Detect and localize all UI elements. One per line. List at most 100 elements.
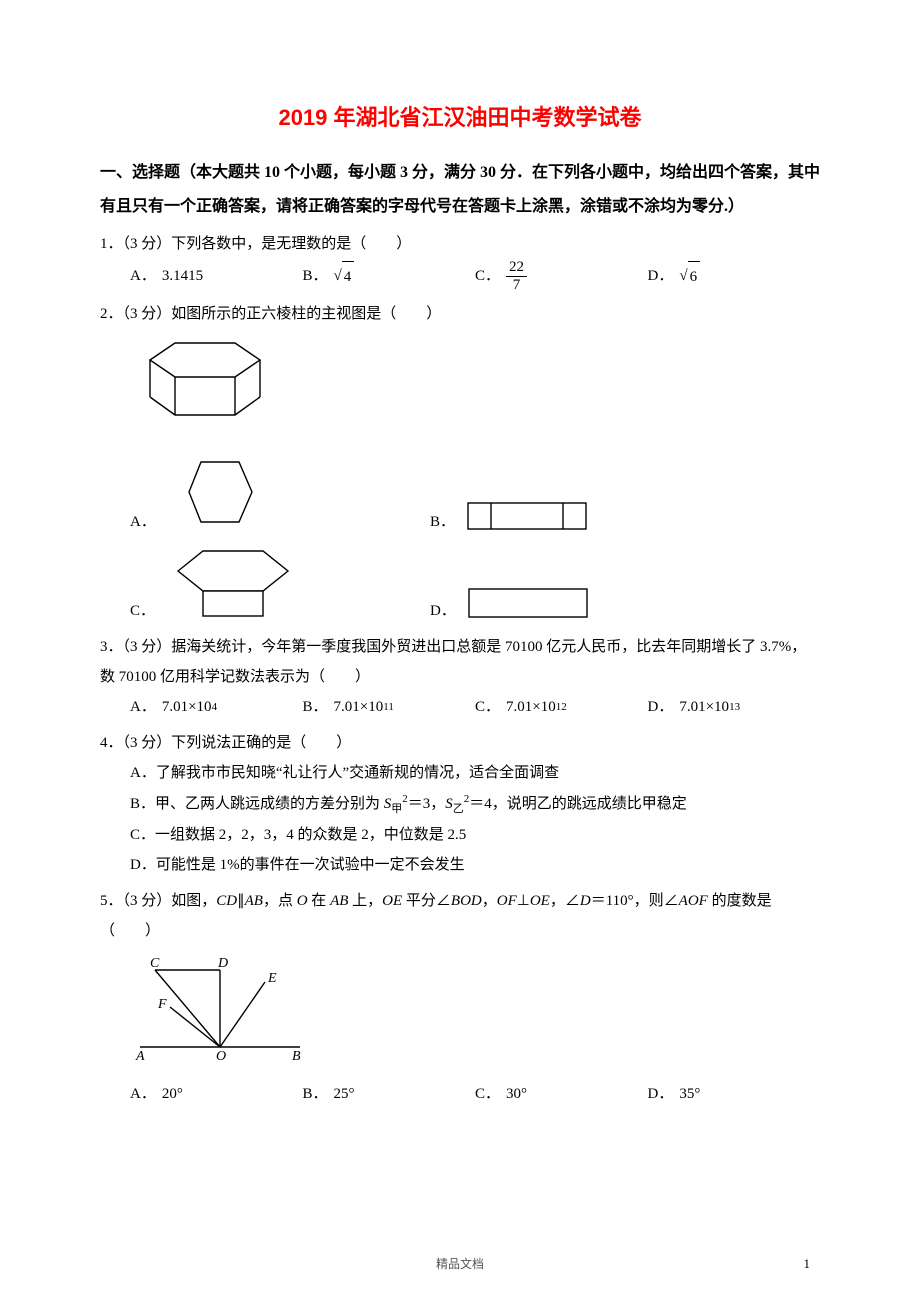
q5-perp: ⊥ — [517, 893, 530, 909]
q3-c-label: C． — [475, 692, 500, 722]
q3-b-base: 7.01×10 — [334, 692, 384, 722]
q5-par: ∥ — [237, 893, 245, 909]
q2-option-d: D． — [430, 581, 730, 626]
q1-options: A． 3.1415 B． 4 C． 22 7 D． 6 — [100, 259, 820, 293]
q5-cd: CD — [216, 893, 237, 909]
label-a: A — [135, 1049, 145, 1062]
q3-option-c: C． 7.01×1012 — [475, 692, 648, 722]
q2-option-a: A． — [130, 447, 430, 537]
q1-b-value: 4 — [342, 261, 355, 292]
q2-option-c: C． — [130, 541, 430, 626]
q5-c1: ， — [482, 893, 497, 909]
q5-d-value: 35° — [679, 1079, 700, 1109]
q3-d-base: 7.01×10 — [679, 692, 729, 722]
three-panel-rect-icon — [463, 497, 593, 537]
q3-option-b: B． 7.01×1011 — [303, 692, 476, 722]
q1-option-d: D． 6 — [648, 261, 821, 292]
q5-ab: AB — [245, 893, 263, 909]
q1-d-label: D． — [648, 261, 674, 291]
q3-a-label: A． — [130, 692, 156, 722]
q1-option-c: C． 22 7 — [475, 259, 648, 293]
exam-title: 2019 年湖北省江汉油田中考数学试卷 — [100, 100, 820, 132]
q5-text: 5．（3 分）如图，CD∥AB，点 O 在 AB 上，OE 平分∠BOD，OF⊥… — [100, 886, 820, 946]
q3-d-exp: 13 — [729, 696, 740, 718]
question-4: 4．（3 分）下列说法正确的是（ ） A．了解我市市民知晓“礼让行人”交通新规的… — [100, 728, 820, 880]
q5-pre: 5．（3 分）如图， — [100, 893, 216, 909]
hexagon-icon — [164, 447, 264, 537]
q5-pf: 平分∠ — [402, 893, 451, 909]
q2-b-label: B． — [430, 507, 455, 537]
q5-oe: OE — [382, 893, 402, 909]
q1-a-value: 3.1415 — [162, 261, 203, 291]
q5-eq: ＝110°，则∠ — [591, 893, 679, 909]
q5-ab2: AB — [330, 893, 348, 909]
q5-c-value: 30° — [506, 1079, 527, 1109]
footer-text: 精品文档 — [0, 1255, 920, 1272]
q3-option-d: D． 7.01×1013 — [648, 692, 821, 722]
section-header: 一、选择题（本大题共 10 个小题，每小题 3 分，满分 30 分．在下列各小题… — [100, 156, 820, 223]
q4-option-b: B．甲、乙两人跳远成绩的方差分别为 S甲2＝3，S乙2＝4，说明乙的跳远成绩比甲… — [100, 788, 820, 820]
q4-b-mid2: ＝4，说明乙的跳远成绩比甲稳定 — [469, 796, 687, 812]
q5-b-label: B． — [303, 1079, 328, 1109]
q5-options: A． 20° B． 25° C． 30° D． 35° — [100, 1079, 820, 1109]
hexagonal-prism-icon — [130, 335, 280, 430]
q5-up: 上， — [348, 893, 382, 909]
question-1: 1．（3 分）下列各数中，是无理数的是（ ） A． 3.1415 B． 4 C．… — [100, 229, 820, 293]
q2-prism-figure — [100, 335, 820, 441]
q4-b-pre: B．甲、乙两人跳远成绩的方差分别为 — [130, 796, 384, 812]
sqrt-icon — [679, 261, 685, 291]
question-3: 3．（3 分）据海关统计，今年第一季度我国外贸进出口总额是 70100 亿元人民… — [100, 632, 820, 722]
q2-d-label: D． — [430, 596, 456, 626]
label-c: C — [150, 956, 160, 971]
q2-text: 2．（3 分）如图所示的正六棱柱的主视图是（ ） — [100, 299, 820, 329]
q1-c-fraction: 22 7 — [506, 259, 527, 293]
q1-a-label: A． — [130, 261, 156, 291]
label-d: D — [217, 956, 228, 971]
q1-c-den: 7 — [510, 277, 524, 294]
q3-b-exp: 11 — [383, 696, 394, 718]
label-f: F — [157, 997, 167, 1012]
q1-c-label: C． — [475, 261, 500, 291]
q5-c-label: C． — [475, 1079, 500, 1109]
q5-aof: AOF — [679, 893, 708, 909]
exam-page: 2019 年湖北省江汉油田中考数学试卷 一、选择题（本大题共 10 个小题，每小… — [0, 0, 920, 1302]
q5-oe2: OE — [530, 893, 550, 909]
q4-b-s2: S — [445, 796, 453, 812]
q4-text: 4．（3 分）下列说法正确的是（ ） — [100, 728, 820, 758]
angle-diagram-icon: C D E F A O B — [130, 952, 310, 1062]
q3-b-label: B． — [303, 692, 328, 722]
q5-d-label: D． — [648, 1079, 674, 1109]
q1-text: 1．（3 分）下列各数中，是无理数的是（ ） — [100, 229, 820, 259]
q5-angd: ，∠ — [550, 893, 580, 909]
q3-option-a: A． 7.01×104 — [130, 692, 303, 722]
q4-b-mid1: ＝3， — [408, 796, 446, 812]
q1-c-num: 22 — [506, 259, 527, 277]
q5-figure: C D E F A O B — [100, 952, 820, 1073]
q5-of: OF — [497, 893, 517, 909]
q1-option-a: A． 3.1415 — [130, 261, 303, 291]
q3-d-label: D． — [648, 692, 674, 722]
question-2: 2．（3 分）如图所示的正六棱柱的主视图是（ ） A． — [100, 299, 820, 626]
q3-c-exp: 12 — [556, 696, 567, 718]
q5-option-d: D． 35° — [648, 1079, 821, 1109]
q3-c-base: 7.01×10 — [506, 692, 556, 722]
question-5: 5．（3 分）如图，CD∥AB，点 O 在 AB 上，OE 平分∠BOD，OF⊥… — [100, 886, 820, 1109]
q5-a-label: A． — [130, 1079, 156, 1109]
q2-c-label: C． — [130, 596, 155, 626]
q5-d: D — [580, 893, 591, 909]
q4-option-c: C．一组数据 2，2，3，4 的众数是 2，中位数是 2.5 — [100, 820, 820, 850]
q5-a-value: 20° — [162, 1079, 183, 1109]
q3-options: A． 7.01×104 B． 7.01×1011 C． 7.01×1012 D．… — [100, 692, 820, 722]
rectangle-icon — [464, 581, 594, 626]
q5-mid: ，点 — [263, 893, 297, 909]
q5-b-value: 25° — [334, 1079, 355, 1109]
q3-a-base: 7.01×10 — [162, 692, 212, 722]
q4-option-d: D．可能性是 1%的事件在一次试验中一定不会发生 — [100, 850, 820, 880]
page-number: 1 — [804, 1256, 811, 1272]
label-b: B — [292, 1049, 301, 1062]
label-e: E — [267, 971, 277, 986]
q2-row-ab: A． B． — [130, 447, 820, 537]
q2-a-label: A． — [130, 507, 156, 537]
q5-option-c: C． 30° — [475, 1079, 648, 1109]
hex-on-rect-icon — [163, 541, 303, 626]
